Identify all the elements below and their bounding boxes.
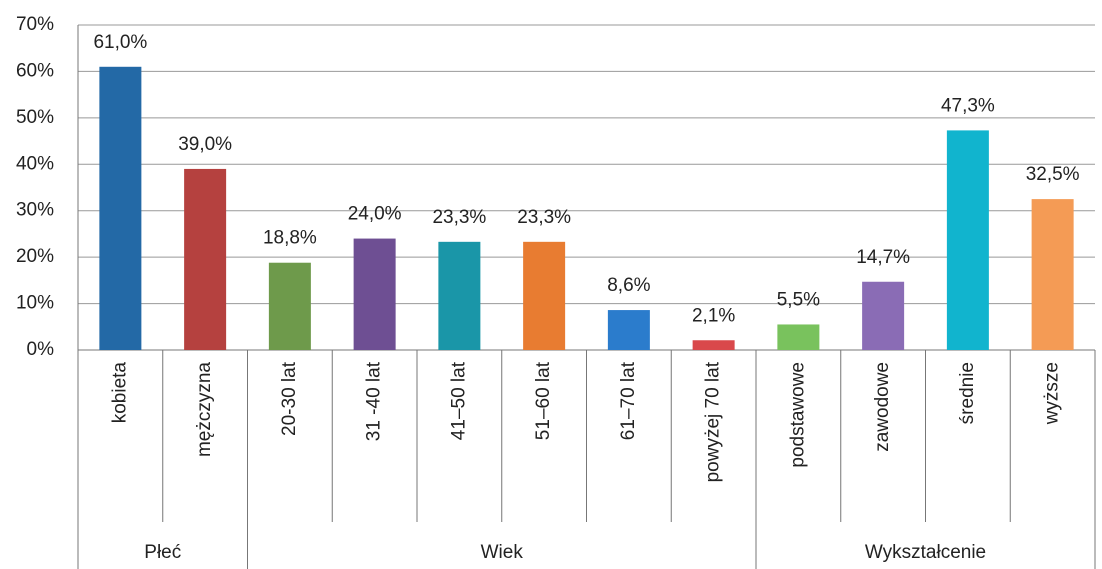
y-tick-label: 0%: [27, 339, 55, 360]
x-tick-label: 51–60 lat: [533, 361, 554, 440]
x-tick-label: 31 -40 lat: [364, 361, 385, 441]
y-tick-label: 10%: [16, 293, 54, 314]
value-label: 23,3%: [432, 207, 486, 228]
bar: [607, 310, 650, 350]
y-tick-label: 20%: [16, 246, 54, 267]
x-tick-label: 20-30 lat: [279, 361, 300, 436]
bar: [268, 262, 311, 350]
bar: [523, 241, 566, 350]
x-tick-label: 61–70 lat: [618, 361, 639, 440]
x-tick-label: podstawowe: [787, 362, 808, 468]
x-tick-label: średnie: [957, 362, 978, 424]
x-tick-label: wyższe: [1042, 362, 1063, 425]
x-tick-label: zawodowe: [872, 362, 893, 452]
value-label: 32,5%: [1026, 164, 1080, 185]
value-label: 23,3%: [517, 207, 571, 228]
y-tick-label: 70%: [16, 14, 54, 35]
x-tick-label: mężczyzna: [194, 362, 215, 457]
value-label: 2,1%: [692, 305, 735, 326]
bar: [1031, 199, 1074, 350]
value-label: 39,0%: [178, 134, 232, 155]
bar: [692, 340, 735, 350]
value-label: 8,6%: [607, 275, 650, 296]
bar: [862, 281, 905, 350]
x-tick-label: 41–50 lat: [448, 361, 469, 440]
bar: [438, 241, 481, 350]
group-label: Wykształcenie: [865, 542, 986, 563]
bar: [184, 168, 227, 350]
value-label: 14,7%: [856, 247, 910, 268]
y-tick-label: 40%: [16, 153, 54, 174]
value-label: 24,0%: [348, 204, 402, 225]
value-label: 61,0%: [93, 32, 147, 53]
y-tick-label: 60%: [16, 60, 54, 81]
bar: [777, 324, 820, 350]
bar: [99, 66, 142, 351]
group-label: Wiek: [481, 542, 524, 563]
x-tick-label: powyżej 70 lat: [703, 361, 724, 482]
value-label: 47,3%: [941, 95, 995, 116]
y-tick-label: 50%: [16, 107, 54, 128]
bar: [353, 238, 396, 350]
value-label: 5,5%: [777, 289, 820, 310]
x-tick-label: kobieta: [109, 362, 130, 424]
y-tick-label: 30%: [16, 200, 54, 221]
bar: [946, 130, 989, 350]
value-label: 18,8%: [263, 228, 317, 249]
group-label: Płeć: [144, 542, 181, 563]
